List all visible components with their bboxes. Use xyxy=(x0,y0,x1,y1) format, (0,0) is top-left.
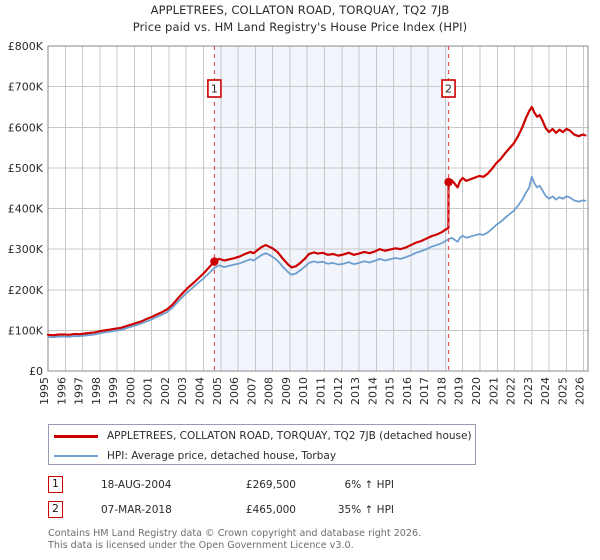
x-axis-tick-label: 2011 xyxy=(314,377,327,405)
x-axis-tick-label: 2002 xyxy=(159,377,172,405)
transaction-price-1: £269,500 xyxy=(245,478,296,491)
transaction-date-1: 18-AUG-2004 xyxy=(101,478,172,491)
legend-label-hpi: HPI: Average price, detached house, Torb… xyxy=(107,450,337,462)
x-axis-tick-label: 2012 xyxy=(332,377,345,405)
legend-item-property: APPLETREES, COLLATON ROAD, TORQUAY, TQ2 … xyxy=(49,426,475,446)
marker-badge-box-2[interactable] xyxy=(441,79,456,98)
transaction-hpi-delta-1: 6% ↑ HPI xyxy=(344,478,394,491)
x-axis-tick-label: 2018 xyxy=(435,377,448,405)
transaction-list: 1 18-AUG-2004 £269,500 6% ↑ HPI 2 07-MAR… xyxy=(48,472,478,522)
legend-swatch-property xyxy=(54,434,98,438)
x-axis-tick-label: 1999 xyxy=(107,377,120,405)
y-axis-tick-label: £500K xyxy=(8,162,44,175)
x-axis-tick-label: 1996 xyxy=(55,377,68,405)
legend-swatch-hpi xyxy=(54,455,98,457)
table-row[interactable]: 1 18-AUG-2004 £269,500 6% ↑ HPI xyxy=(48,472,478,497)
legend-label-property: APPLETREES, COLLATON ROAD, TORQUAY, TQ2 … xyxy=(107,430,472,442)
y-axis-tick-label: £100K xyxy=(8,324,44,337)
x-axis-tick-label: 1995 xyxy=(38,377,51,405)
x-axis-tick-label: 2006 xyxy=(228,377,241,405)
transaction-hpi-delta-2: 35% ↑ HPI xyxy=(337,503,394,516)
x-axis-tick-label: 2010 xyxy=(297,377,310,405)
transaction-price-2: £465,000 xyxy=(245,503,296,516)
x-axis-tick-label: 2007 xyxy=(245,377,258,405)
legend-item-hpi: HPI: Average price, detached house, Torb… xyxy=(49,446,475,466)
transaction-badge-1: 1 xyxy=(48,476,63,493)
sale-point-2[interactable] xyxy=(444,177,453,187)
x-axis-tick-label: 2005 xyxy=(211,377,224,405)
x-axis-tick-label: 2020 xyxy=(470,377,483,405)
y-axis-tick-label: £700K xyxy=(8,81,44,94)
plot-border xyxy=(47,45,589,372)
x-axis-tick-label: 2025 xyxy=(556,377,569,405)
footer-line-2: This data is licensed under the Open Gov… xyxy=(48,539,354,551)
series-line-hpi xyxy=(47,175,587,339)
x-axis-tick-label: 2016 xyxy=(401,377,414,405)
transaction-date-2: 07-MAR-2018 xyxy=(101,503,172,516)
x-axis-tick-label: 2009 xyxy=(280,377,293,405)
footer-attribution: Contains HM Land Registry data © Crown c… xyxy=(48,528,568,551)
sale-point-1[interactable] xyxy=(210,257,219,266)
y-axis-tick-label: £200K xyxy=(8,284,44,297)
y-axis-tick-label: £0 xyxy=(29,365,43,378)
x-axis-tick-label: 2003 xyxy=(176,377,189,405)
x-axis-tick-label: 2014 xyxy=(366,377,379,405)
y-axis-tick-label: £400K xyxy=(8,203,44,216)
chart-legend: APPLETREES, COLLATON ROAD, TORQUAY, TQ2 … xyxy=(48,424,476,465)
x-axis-tick-label: 2021 xyxy=(487,377,500,405)
x-axis-tick-label: 2026 xyxy=(574,377,587,405)
x-axis-tick-label: 2019 xyxy=(453,377,466,405)
x-axis-tick-label: 2023 xyxy=(522,377,535,405)
footer-line-1: Contains HM Land Registry data © Crown c… xyxy=(48,528,422,539)
y-axis-tick-label: £800K xyxy=(8,40,44,53)
page-title: APPLETREES, COLLATON ROAD, TORQUAY, TQ2 … xyxy=(0,2,600,36)
x-axis-tick-label: 2024 xyxy=(539,377,552,405)
marker-badge-label-2: 2 xyxy=(445,83,452,96)
x-axis-tick-label: 2004 xyxy=(194,377,207,405)
x-axis-tick-label: 1998 xyxy=(90,377,103,405)
y-axis-tick-label: £300K xyxy=(8,243,44,256)
x-axis-tick-label: 1997 xyxy=(73,377,86,405)
x-axis-tick-label: 2015 xyxy=(384,377,397,405)
x-axis-tick-label: 2017 xyxy=(418,377,431,405)
x-axis-tick-label: 2001 xyxy=(142,377,155,405)
hpi-line-chart: £0 £100K £200K £300K £400K £500K £600K £700K £80… xyxy=(8,40,589,405)
x-axis-tick-label: 2000 xyxy=(124,377,137,405)
title-line-2: Price paid vs. HM Land Registry's House … xyxy=(132,20,468,34)
chart-area: £0 £100K £200K £300K £400K £500K £600K £700K £80… xyxy=(0,36,600,418)
series-line-property xyxy=(46,105,587,337)
table-row[interactable]: 2 07-MAR-2018 £465,000 35% ↑ HPI xyxy=(48,497,478,522)
x-axis-tick-label: 2013 xyxy=(349,377,362,405)
y-axis-tick-label: £600K xyxy=(8,121,44,134)
marker-badge-label-1: 1 xyxy=(211,83,218,96)
transaction-badge-2: 2 xyxy=(48,501,63,518)
title-line-1: APPLETREES, COLLATON ROAD, TORQUAY, TQ2 … xyxy=(150,3,450,17)
x-axis-tick-label: 2008 xyxy=(263,377,276,405)
marker-badge-box-1[interactable] xyxy=(207,79,222,98)
x-axis-tick-label: 2022 xyxy=(505,377,518,405)
